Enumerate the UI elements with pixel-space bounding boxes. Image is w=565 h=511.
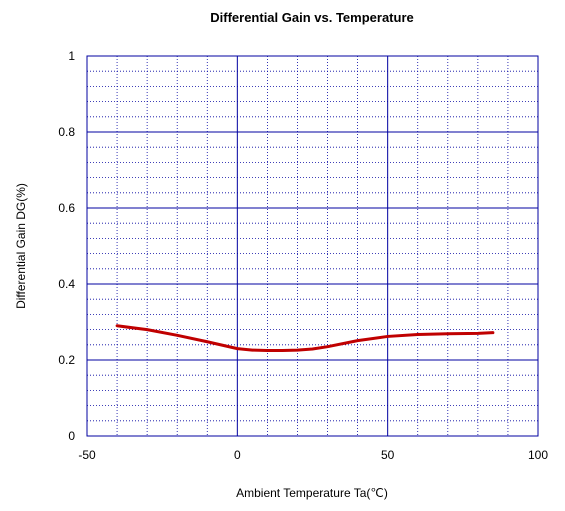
y-tick-label: 0.4: [58, 277, 75, 291]
y-tick-labels: 0 0.2 0.4 0.6 0.8 1: [58, 49, 75, 443]
series-layer: [115, 324, 495, 352]
y-axis-label: Differential Gain DG(%): [14, 183, 28, 309]
plot-area: [86, 55, 539, 437]
x-tick-labels: -50 0 50 100: [78, 448, 548, 462]
x-tick-label: 100: [528, 448, 548, 462]
x-tick-label: 50: [381, 448, 395, 462]
x-tick-label: 0: [234, 448, 241, 462]
y-tick-label: 1: [68, 49, 75, 63]
x-tick-label: -50: [78, 448, 96, 462]
y-tick-label: 0: [68, 429, 75, 443]
y-tick-label: 0.6: [58, 201, 75, 215]
x-axis-label: Ambient Temperature Ta(℃): [236, 486, 388, 500]
chart-title: Differential Gain vs. Temperature: [210, 10, 414, 25]
minor-grid: [87, 56, 538, 436]
y-tick-label: 0.8: [58, 125, 75, 139]
major-grid: [87, 56, 538, 436]
y-tick-label: 0.2: [58, 353, 75, 367]
series-line: [115, 324, 495, 352]
